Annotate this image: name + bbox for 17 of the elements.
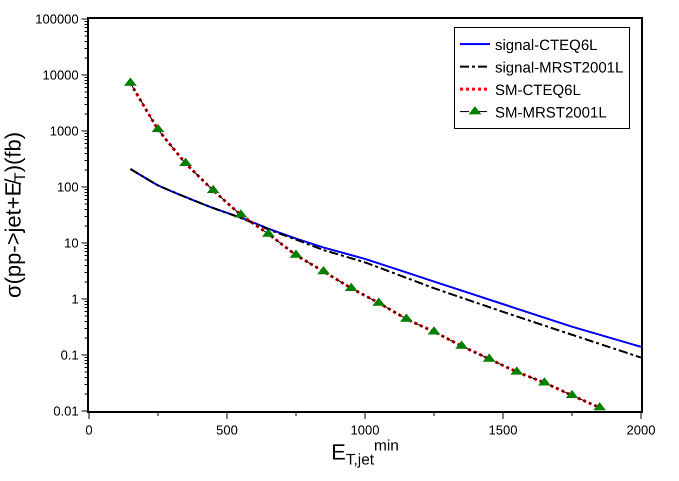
x-tick-label: 1000 xyxy=(350,422,380,438)
legend-label: SM-MRST2001L xyxy=(494,104,607,122)
legend-label: signal-MRST2001L xyxy=(494,59,624,76)
legend-label: signal-CTEQ6L xyxy=(494,36,598,54)
y-tick-label: 0.01 xyxy=(53,404,79,419)
y-tick-label: 0.1 xyxy=(60,348,79,363)
legend-label: SM-CTEQ6L xyxy=(494,82,581,99)
y-tick-label: 1000 xyxy=(50,124,79,139)
y-tick-label: 10 xyxy=(64,236,79,251)
x-tick-label: 1500 xyxy=(488,422,518,438)
y-tick-label: 100000 xyxy=(35,12,79,27)
y-tick-label: 1 xyxy=(71,292,79,307)
x-tick-label: 0 xyxy=(85,422,93,438)
x-tick-label: 500 xyxy=(216,422,238,438)
y-tick-label: 100 xyxy=(56,180,79,195)
y-tick-label: 10000 xyxy=(42,68,79,83)
x-tick-label: 2000 xyxy=(626,422,656,438)
